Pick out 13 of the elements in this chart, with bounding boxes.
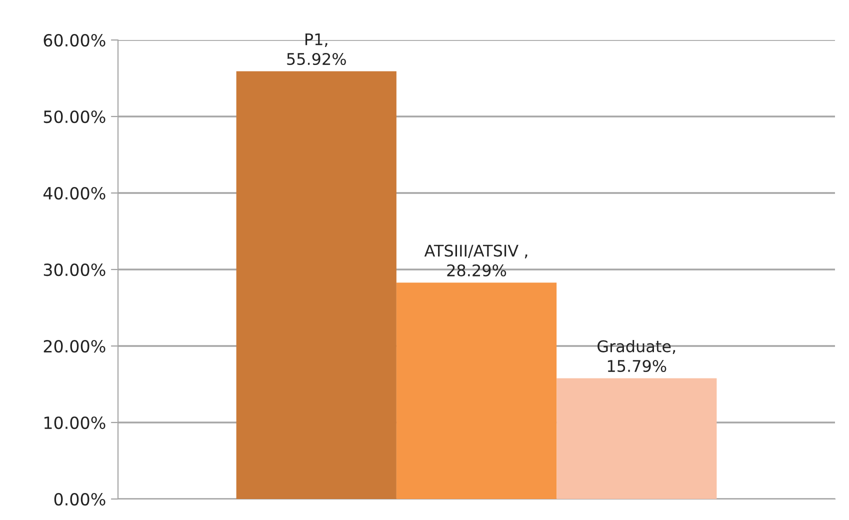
data-label: ATSIII/ATSIV , 28.29% [424,244,528,276]
y-tick-label: 40.00% [43,186,106,200]
data-label: Graduate, 15.79% [598,340,676,372]
bar [556,378,717,499]
y-tick-label: 60.00% [44,34,106,47]
y-tick-label: 20.00% [44,340,106,353]
y-tick-label: 0.00% [54,492,106,506]
bar [396,282,557,499]
data-label: P1, 55.92% [287,33,346,66]
y-tick-label: 50.00% [44,110,106,124]
bar [236,71,396,499]
y-tick-label: 30.00% [44,263,106,276]
y-tick-label: 10.00% [44,416,106,430]
